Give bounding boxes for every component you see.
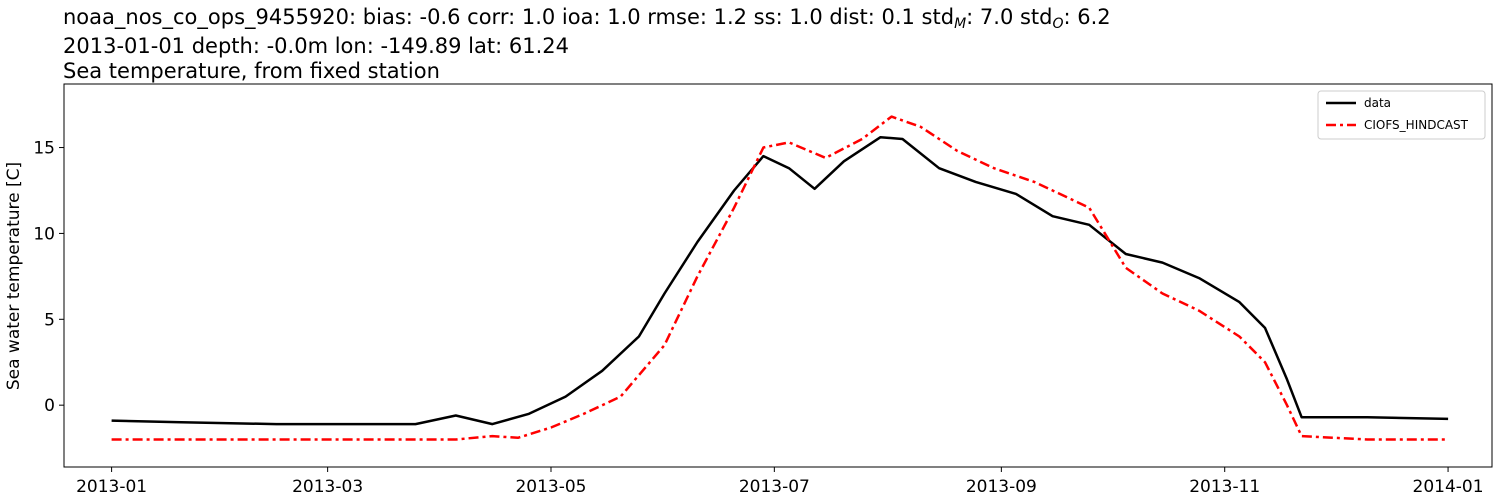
legend-label: CIOFS_HINDCAST: [1364, 118, 1469, 132]
chart-title-stats: noaa_nos_co_ops_9455920: bias: -0.6 corr…: [63, 5, 1111, 32]
y-tick-label: 10: [33, 224, 55, 244]
x-tick-label: 2013-05: [515, 477, 586, 497]
y-tick-label: 5: [44, 310, 55, 330]
series-line-data: [111, 135, 1449, 426]
y-axis: 0 5 10 15: [33, 139, 64, 416]
legend-box: [1317, 90, 1486, 140]
legend: data CIOFS_HINDCAST: [1317, 90, 1486, 140]
y-axis-label: Sea water temperature [C]: [4, 162, 24, 390]
x-axis: 2013-01 2013-03 2013-05 2013-07 2013-09 2013-…: [76, 467, 1484, 497]
series-layer: [111, 115, 1449, 441]
chart-title-location: 2013-01-01 depth: -0.0m lon: -149.89 lat…: [63, 34, 569, 58]
x-tick-label: 2013-01: [76, 477, 147, 497]
x-tick-label: 2013-07: [739, 477, 810, 497]
y-tick-label: 0: [44, 396, 55, 416]
plot-area-frame: [63, 83, 1493, 468]
x-tick-label: 2013-09: [966, 477, 1037, 497]
y-tick-label: 15: [33, 139, 55, 159]
x-tick-label: 2014-01: [1413, 477, 1484, 497]
x-tick-label: 2013-11: [1189, 477, 1260, 497]
series-line-ciofs-hindcast: [111, 115, 1449, 441]
chart-title-variable: Sea temperature, from fixed station: [63, 59, 440, 83]
x-tick-label: 2013-03: [292, 477, 363, 497]
legend-label: data: [1364, 96, 1391, 110]
